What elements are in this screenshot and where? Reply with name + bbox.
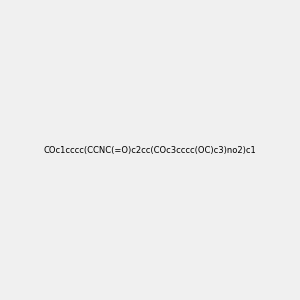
Text: COc1cccc(CCNC(=O)c2cc(COc3cccc(OC)c3)no2)c1: COc1cccc(CCNC(=O)c2cc(COc3cccc(OC)c3)no2… bbox=[44, 146, 256, 154]
